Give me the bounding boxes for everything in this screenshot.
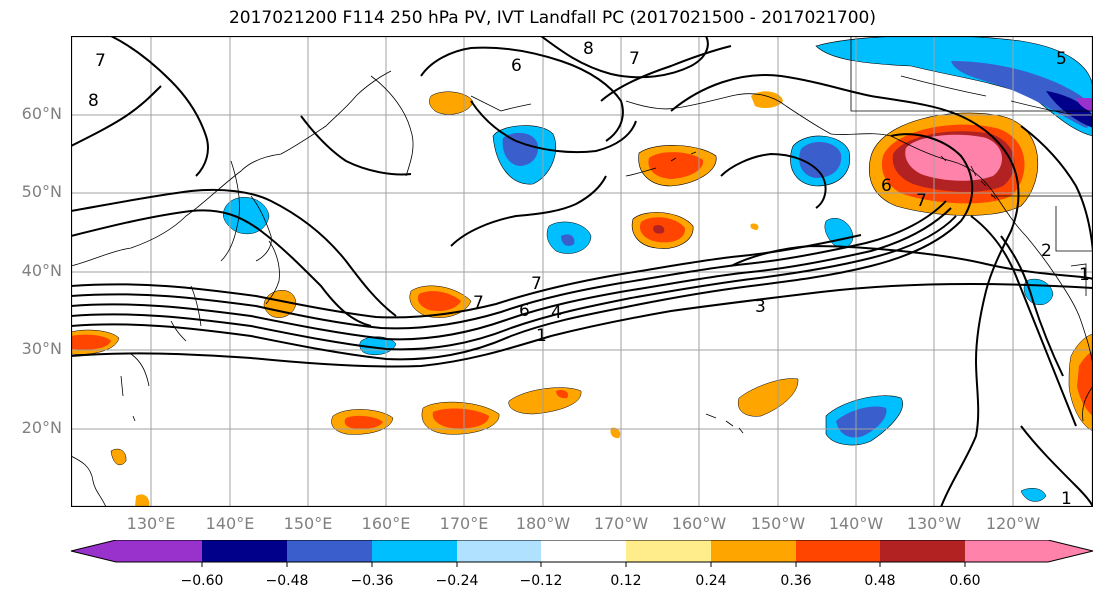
colorbar-segment [457, 540, 541, 562]
map-plot-area: 7 8 6 8 7 5 6 7 7 6 4 3 1 7 2 1 1 [71, 36, 1093, 507]
positive-anomaly-north-pacific-1 [429, 91, 474, 115]
colorbar-segment [796, 540, 880, 562]
contour-labels: 7 8 6 8 7 5 6 7 7 6 4 3 1 7 2 1 1 [88, 39, 1090, 507]
lat-label-20n: 20°N [21, 418, 62, 437]
colorbar-tick-label: 0.36 [780, 573, 812, 589]
colorbar-tick-label: 0.12 [610, 573, 642, 589]
contour-label: 6 [511, 56, 522, 76]
pv-contours [71, 36, 1093, 507]
colorbar-segment [372, 540, 457, 562]
colorbar-tick-label: −0.12 [519, 573, 563, 589]
colorbar-segment [287, 540, 372, 562]
lat-label-40n: 40°N [21, 261, 62, 280]
lon-label-130e: 130°E [126, 514, 176, 533]
contour-label: 1 [1079, 265, 1090, 285]
contour-label: 5 [1056, 49, 1067, 69]
contour-label: 3 [755, 297, 766, 317]
lon-label-140w: 140°W [828, 514, 884, 533]
contour-label: 4 [551, 303, 562, 323]
contour-label: 7 [629, 49, 640, 69]
colorbar-tick-label: −0.36 [350, 573, 394, 589]
lon-label-140e: 140°E [205, 514, 255, 533]
graticule [71, 36, 1093, 507]
map-title: 2017021200 F114 250 hPa PV, IVT Landfall… [228, 8, 876, 28]
contour-label: 8 [583, 39, 594, 59]
lon-label-130w: 130°W [906, 514, 962, 533]
lon-label-160w: 160°W [671, 514, 727, 533]
lat-label-60n: 60°N [21, 104, 62, 123]
lon-label-170e: 170°E [439, 514, 489, 533]
contour-label: 6 [881, 176, 892, 196]
contour-label: 1 [536, 326, 547, 346]
lon-label-150e: 150°E [283, 514, 333, 533]
colorbar-segment [880, 540, 965, 562]
contour-label: 7 [473, 293, 484, 313]
negative-anomaly-northeast [815, 36, 1093, 137]
lon-label-160e: 160°E [361, 514, 411, 533]
contour-label: 6 [519, 301, 530, 321]
contour-label: 8 [88, 91, 99, 111]
map-border [71, 36, 1093, 507]
coastlines [71, 36, 1093, 507]
lon-label-150w: 150°W [750, 514, 806, 533]
colorbar-segment [202, 540, 287, 562]
colorbar-tick-label: 0.60 [949, 573, 981, 589]
colorbar-tick-label: 0.48 [864, 573, 896, 589]
colorbar-segment [541, 540, 626, 562]
lat-label-30n: 30°N [21, 339, 62, 358]
lon-label-170w: 170°W [593, 514, 649, 533]
contour-label: 7 [531, 274, 542, 294]
colorbar-tick-label: −0.60 [180, 573, 224, 589]
lat-label-50n: 50°N [21, 182, 62, 201]
colorbar-tick-label: 0.24 [695, 573, 727, 589]
colorbar-tick-label: −0.48 [265, 573, 309, 589]
lon-label-180w: 180°W [515, 514, 571, 533]
contour-label: 7 [916, 191, 927, 211]
colorbar-segment [711, 540, 796, 562]
colorbar-tick-label: −0.24 [435, 573, 479, 589]
colorbar [70, 540, 1094, 567]
contour-label: 2 [1041, 241, 1052, 261]
contour-label: 7 [95, 51, 106, 71]
lon-label-120w: 120°W [985, 514, 1041, 533]
contour-label: 1 [1061, 489, 1072, 507]
colorbar-segment-highest [965, 540, 1093, 562]
colorbar-segment-lowest [71, 540, 202, 562]
colorbar-segment [626, 540, 711, 562]
